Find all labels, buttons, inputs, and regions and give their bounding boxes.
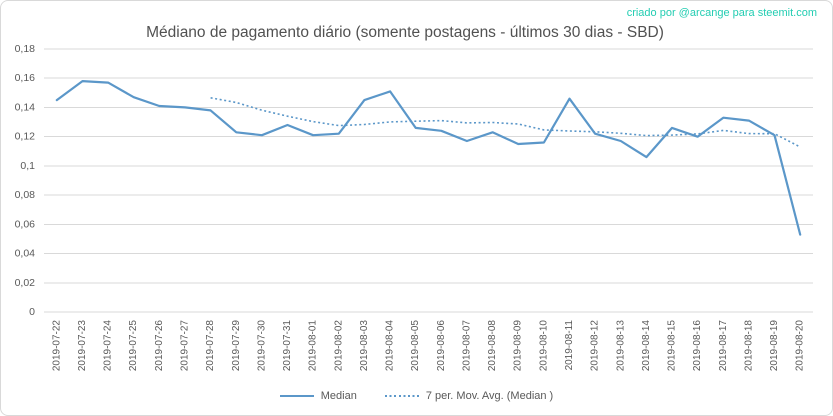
y-axis-tick-label: 0,12 (15, 131, 36, 143)
y-axis-tick-label: 0,1 (20, 160, 35, 172)
x-axis-tick-label: 2019-07-31 (282, 320, 293, 372)
legend-item-median: Median (279, 390, 357, 402)
x-axis-tick-label: 2019-07-23 (77, 320, 88, 372)
y-axis-tick-label: 0,04 (15, 248, 36, 260)
x-axis-tick-label: 2019-07-27 (179, 320, 190, 372)
x-axis-tick-label: 2019-08-18 (743, 320, 754, 372)
x-axis-tick-label: 2019-08-16 (692, 320, 703, 372)
chart-legend: Median 7 per. Mov. Avg. (Median ) (1, 390, 832, 402)
moving-average-series-line (210, 97, 801, 148)
x-axis-tick-label: 2019-08-08 (487, 320, 498, 372)
y-axis-tick-label: 0,02 (15, 277, 36, 289)
x-axis-tick-label: 2019-08-09 (513, 320, 524, 372)
x-axis-tick-label: 2019-07-30 (256, 320, 267, 372)
x-axis-tick-label: 2019-08-02 (333, 320, 344, 372)
x-axis-tick-label: 2019-08-06 (436, 320, 447, 372)
y-axis-tick-label: 0,18 (15, 43, 36, 55)
x-axis-tick-label: 2019-08-17 (718, 320, 729, 372)
x-axis-tick-label: 2019-08-05 (410, 320, 421, 372)
legend-label-median: Median (320, 390, 357, 402)
chart-title: Médiano de pagamento diário (somente pos… (146, 24, 664, 41)
median-series-line (55, 79, 802, 236)
x-axis-tick-label: 2019-08-13 (615, 320, 626, 372)
credit-text: criado por @arcange para steemit.com (626, 7, 817, 19)
x-axis-tick-label: 2019-07-22 (51, 320, 62, 372)
y-axis-tick-label: 0,08 (15, 189, 36, 201)
x-axis-tick-label: 2019-08-12 (590, 320, 601, 372)
x-axis-tick-label: 2019-08-01 (308, 320, 319, 372)
x-axis-tick-label: 2019-08-07 (461, 320, 472, 372)
x-axis-tick-label: 2019-07-24 (103, 320, 114, 372)
y-axis-tick-label: 0,14 (15, 101, 36, 113)
x-axis-tick-label: 2019-07-26 (154, 320, 165, 372)
x-axis-tick-label: 2019-08-14 (641, 320, 652, 372)
x-axis-tick-label: 2019-07-29 (231, 320, 242, 372)
x-axis-tick-label: 2019-08-03 (359, 320, 370, 372)
x-axis-tick-label: 2019-07-28 (205, 320, 216, 372)
x-axis-tick-label: 2019-08-15 (667, 320, 678, 372)
moving-average-line-swatch (384, 395, 419, 397)
x-axis-tick-label: 2019-08-04 (385, 320, 396, 372)
x-axis-tick-label: 2019-07-25 (128, 320, 139, 372)
y-axis-tick-label: 0,16 (15, 72, 36, 84)
y-axis-tick-label: 0,06 (15, 218, 36, 230)
y-axis-tick-label: 0 (29, 306, 35, 318)
legend-label-moving-average: 7 per. Mov. Avg. (Median ) (425, 390, 554, 402)
x-axis-tick-label: 2019-08-11 (564, 320, 575, 371)
x-axis-tick-label: 2019-08-10 (538, 320, 549, 372)
x-axis-tick-label: 2019-08-19 (769, 320, 780, 372)
legend-item-moving-average: 7 per. Mov. Avg. (Median ) (384, 390, 554, 402)
median-line-swatch (279, 395, 314, 397)
x-axis-tick-label: 2019-08-20 (795, 320, 806, 372)
